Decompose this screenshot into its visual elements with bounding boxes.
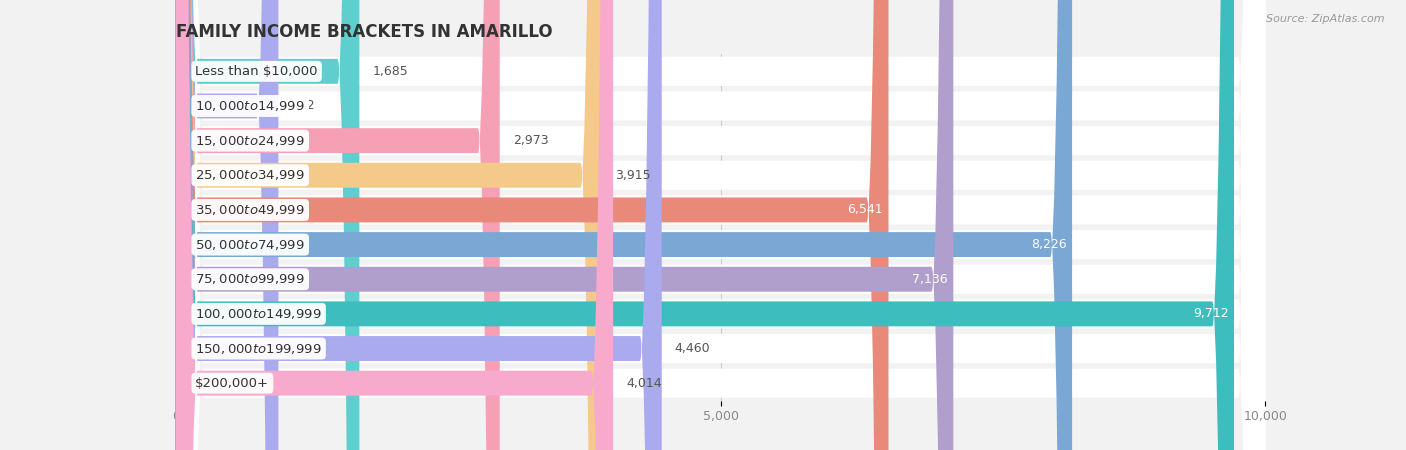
Text: $25,000 to $34,999: $25,000 to $34,999 bbox=[195, 168, 305, 182]
FancyBboxPatch shape bbox=[176, 0, 602, 450]
FancyBboxPatch shape bbox=[176, 0, 1265, 450]
Text: 942: 942 bbox=[291, 99, 315, 112]
FancyBboxPatch shape bbox=[176, 0, 1073, 450]
Text: Source: ZipAtlas.com: Source: ZipAtlas.com bbox=[1267, 14, 1385, 23]
Text: $200,000+: $200,000+ bbox=[195, 377, 270, 390]
Text: $100,000 to $149,999: $100,000 to $149,999 bbox=[195, 307, 322, 321]
FancyBboxPatch shape bbox=[176, 0, 499, 450]
FancyBboxPatch shape bbox=[176, 0, 1234, 450]
FancyBboxPatch shape bbox=[176, 0, 613, 450]
FancyBboxPatch shape bbox=[176, 0, 1265, 450]
FancyBboxPatch shape bbox=[176, 0, 1265, 450]
Text: 4,014: 4,014 bbox=[626, 377, 662, 390]
FancyBboxPatch shape bbox=[176, 0, 360, 450]
FancyBboxPatch shape bbox=[176, 0, 1265, 450]
FancyBboxPatch shape bbox=[176, 0, 889, 450]
FancyBboxPatch shape bbox=[176, 0, 953, 450]
FancyBboxPatch shape bbox=[176, 0, 1265, 450]
Text: 8,226: 8,226 bbox=[1031, 238, 1067, 251]
FancyBboxPatch shape bbox=[176, 0, 1265, 450]
Text: $75,000 to $99,999: $75,000 to $99,999 bbox=[195, 272, 305, 286]
Text: 9,712: 9,712 bbox=[1192, 307, 1229, 320]
Text: 7,136: 7,136 bbox=[912, 273, 948, 286]
Text: $15,000 to $24,999: $15,000 to $24,999 bbox=[195, 134, 305, 148]
Text: 4,460: 4,460 bbox=[675, 342, 710, 355]
Text: $10,000 to $14,999: $10,000 to $14,999 bbox=[195, 99, 305, 113]
Text: Less than $10,000: Less than $10,000 bbox=[195, 65, 318, 78]
FancyBboxPatch shape bbox=[176, 0, 1265, 450]
Text: 1,685: 1,685 bbox=[373, 65, 408, 78]
Text: 2,973: 2,973 bbox=[513, 134, 548, 147]
Text: 3,915: 3,915 bbox=[616, 169, 651, 182]
FancyBboxPatch shape bbox=[176, 0, 1265, 450]
FancyBboxPatch shape bbox=[176, 0, 1265, 450]
Text: FAMILY INCOME BRACKETS IN AMARILLO: FAMILY INCOME BRACKETS IN AMARILLO bbox=[176, 23, 553, 41]
FancyBboxPatch shape bbox=[176, 0, 1265, 450]
Text: 6,541: 6,541 bbox=[848, 203, 883, 216]
Text: $50,000 to $74,999: $50,000 to $74,999 bbox=[195, 238, 305, 252]
FancyBboxPatch shape bbox=[176, 0, 662, 450]
Text: $150,000 to $199,999: $150,000 to $199,999 bbox=[195, 342, 322, 356]
FancyBboxPatch shape bbox=[176, 0, 278, 450]
Text: $35,000 to $49,999: $35,000 to $49,999 bbox=[195, 203, 305, 217]
